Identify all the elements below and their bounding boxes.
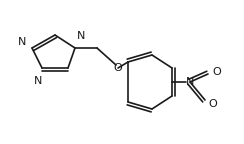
Text: O: O [212,67,221,77]
Text: O: O [208,99,217,109]
Text: N: N [77,31,85,41]
Text: N: N [186,77,194,87]
Text: N: N [34,76,42,86]
Text: O: O [114,63,122,73]
Text: N: N [18,37,26,47]
